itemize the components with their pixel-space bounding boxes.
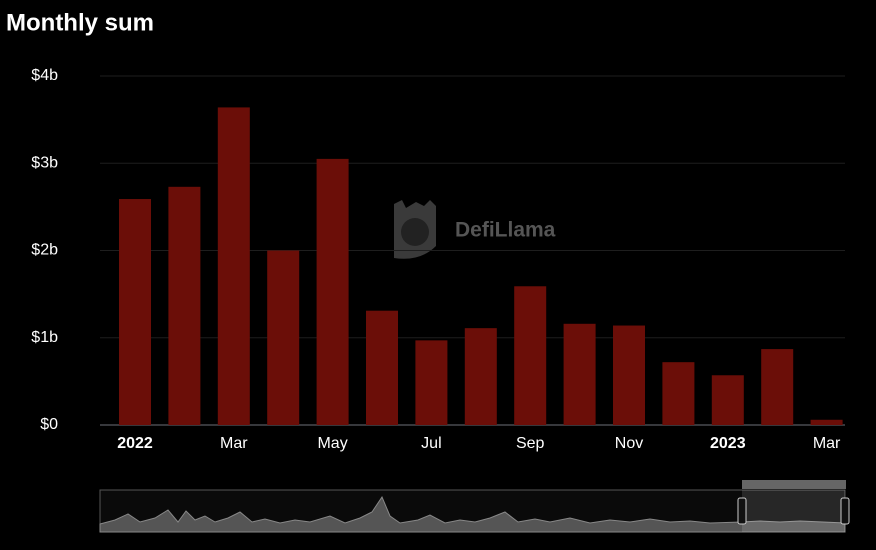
y-tick-label: $1b [31,329,58,346]
x-tick-label: 2023 [710,435,746,452]
bar [316,158,349,425]
bar [761,349,794,425]
bar [267,250,300,425]
bar [810,419,843,425]
bar [563,323,596,425]
bar [711,375,744,425]
y-tick-label: $3b [31,154,58,171]
navigator-handle[interactable] [840,497,850,525]
x-tick-label: Mar [220,435,248,452]
bar [464,328,497,425]
chart-title: Monthly sum [6,9,154,36]
navigator-sparkline [99,495,846,533]
x-tick-label: Sep [516,435,545,452]
watermark-text: DefiLlama [455,219,556,242]
y-tick-label: $2b [31,242,58,259]
bar [514,286,547,425]
bar [168,186,201,425]
x-tick-label: Mar [813,435,841,452]
bar [613,325,645,425]
navigator-selection[interactable] [742,490,845,532]
y-tick-label: $0 [40,416,58,433]
bar [366,310,398,425]
bar [662,362,695,425]
x-tick-label: Jul [421,435,441,452]
bar [217,107,250,425]
y-tick-label: $4b [31,67,58,84]
bar [415,340,448,425]
navigator-drag-bar[interactable] [742,480,846,489]
navigator-handle[interactable] [737,497,747,525]
bar [119,199,151,425]
x-tick-label: 2022 [117,435,153,452]
x-tick-label: May [317,435,347,452]
watermark-logo [394,200,436,259]
x-tick-label: Nov [615,435,643,452]
navigator[interactable] [99,480,850,533]
